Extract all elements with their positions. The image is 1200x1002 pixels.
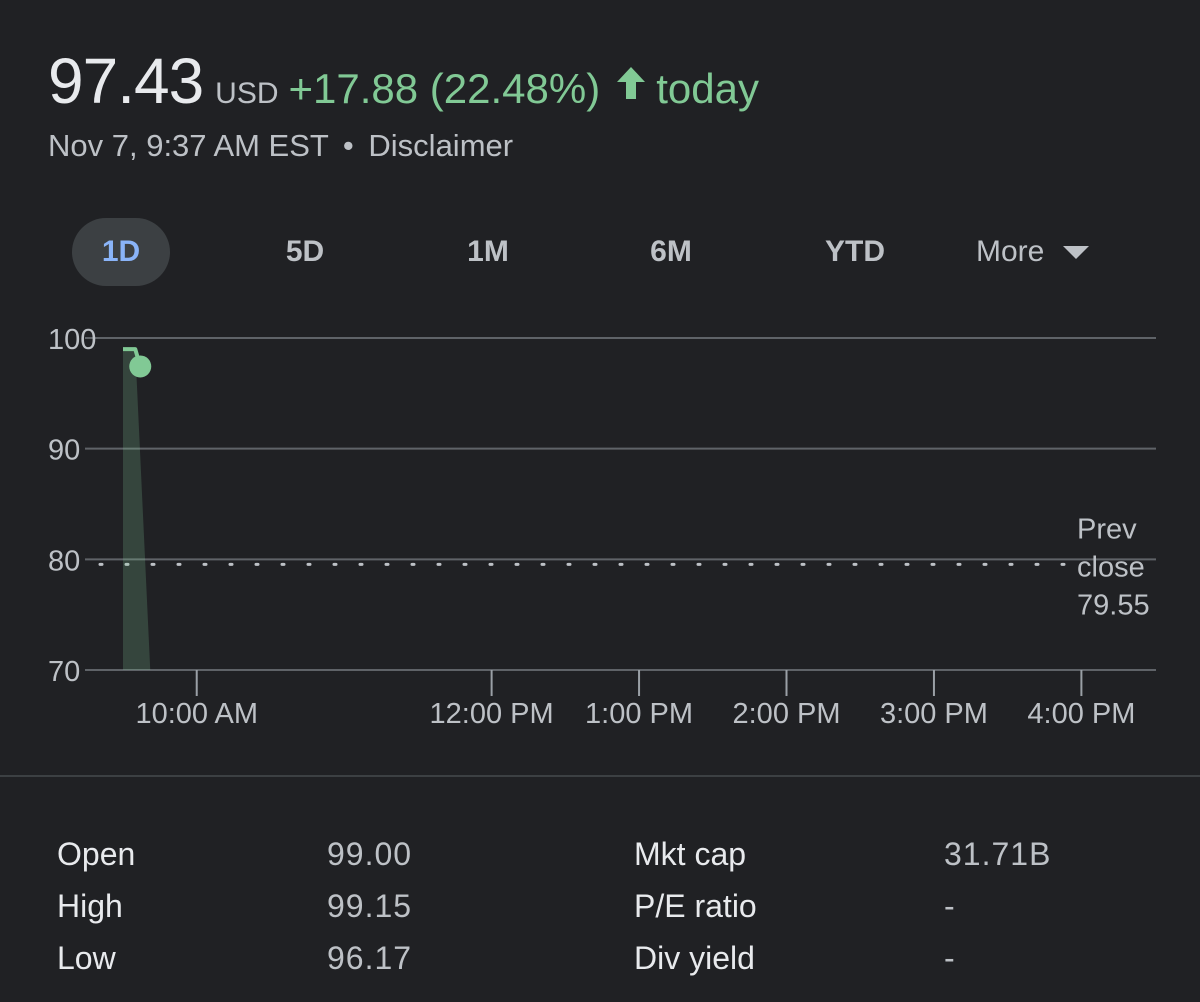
section-divider bbox=[0, 775, 1200, 777]
current-price: 97.43 bbox=[48, 45, 204, 117]
price-area-fill bbox=[123, 349, 151, 670]
current-price-point bbox=[129, 355, 152, 378]
y-tick-label: 100 bbox=[48, 324, 96, 356]
price-chart-svg: 100 90 80 70 Prev close 79.55 10:00 AM 12:00 PM 1… bbox=[48, 324, 1156, 730]
x-tick-label: 12:00 PM bbox=[430, 698, 554, 730]
stat-value-pe-ratio: - bbox=[944, 888, 956, 924]
x-tick-label: 4:00 PM bbox=[1027, 698, 1135, 730]
prev-close-label: Prev bbox=[1077, 513, 1137, 545]
prev-close-label: close bbox=[1077, 551, 1145, 583]
stat-value-div-yield: - bbox=[944, 940, 956, 976]
stat-value-mkt-cap: 31.71B bbox=[944, 836, 1052, 872]
price-change: +17.88 (22.48%) bbox=[288, 65, 601, 112]
timestamp-row: Nov 7, 9:37 AM EST • Disclaimer bbox=[48, 128, 1148, 164]
y-tick-label: 90 bbox=[48, 435, 80, 467]
tab-label: 5D bbox=[285, 235, 325, 268]
price-chart: 100 90 80 70 Prev close 79.55 10:00 AM 12:00 PM 1… bbox=[0, 310, 1200, 750]
quote-timestamp: Nov 7, 9:37 AM EST bbox=[48, 128, 329, 163]
stat-value-low: 96.17 bbox=[327, 940, 413, 976]
tab-label: More bbox=[976, 235, 1045, 268]
stat-label-high: High bbox=[57, 888, 123, 924]
chevron-down-icon bbox=[1062, 218, 1090, 286]
arrow-up-icon bbox=[614, 65, 648, 106]
tab-label: YTD bbox=[825, 235, 885, 268]
x-tick-label: 10:00 AM bbox=[135, 698, 258, 730]
tab-label: 6M bbox=[650, 235, 692, 268]
x-tick-label: 1:00 PM bbox=[585, 698, 693, 730]
tab-1d[interactable]: 1D bbox=[72, 218, 170, 286]
stat-value-high: 99.15 bbox=[327, 888, 413, 924]
tab-label: 1M bbox=[467, 235, 509, 268]
x-tick-label: 2:00 PM bbox=[733, 698, 841, 730]
stat-label-low: Low bbox=[57, 940, 116, 976]
stat-value-open: 99.00 bbox=[327, 836, 413, 872]
key-stats: Open 99.00 High 99.15 Low 96.17 Mkt cap … bbox=[0, 830, 1200, 990]
tab-5d[interactable]: 5D bbox=[255, 218, 355, 286]
currency-label: USD bbox=[215, 77, 279, 110]
stat-label-div-yield: Div yield bbox=[634, 940, 755, 976]
prev-close-label: 79.55 bbox=[1077, 589, 1150, 621]
range-tabs: 1D 5D 1M 6M YTD More bbox=[72, 218, 1152, 286]
stat-label-open: Open bbox=[57, 836, 136, 872]
separator-dot: • bbox=[342, 128, 354, 163]
y-tick-label: 80 bbox=[48, 545, 80, 577]
tab-6m[interactable]: 6M bbox=[621, 218, 721, 286]
tab-ytd[interactable]: YTD bbox=[802, 218, 908, 286]
tab-more[interactable]: More bbox=[976, 218, 1146, 286]
stat-label-mkt-cap: Mkt cap bbox=[634, 836, 747, 872]
disclaimer-link[interactable]: Disclaimer bbox=[368, 128, 514, 163]
stat-label-pe-ratio: P/E ratio bbox=[634, 888, 757, 924]
change-period: today bbox=[656, 65, 759, 112]
x-tick-label: 3:00 PM bbox=[880, 698, 988, 730]
tab-label: 1D bbox=[101, 235, 141, 268]
price-row: 97.43 USD +17.88 (22.48%) today bbox=[48, 44, 1148, 118]
quote-header: 97.43 USD +17.88 (22.48%) today Nov 7, 9… bbox=[48, 44, 1148, 164]
tab-1m[interactable]: 1M bbox=[438, 218, 538, 286]
y-tick-label: 70 bbox=[48, 656, 80, 688]
